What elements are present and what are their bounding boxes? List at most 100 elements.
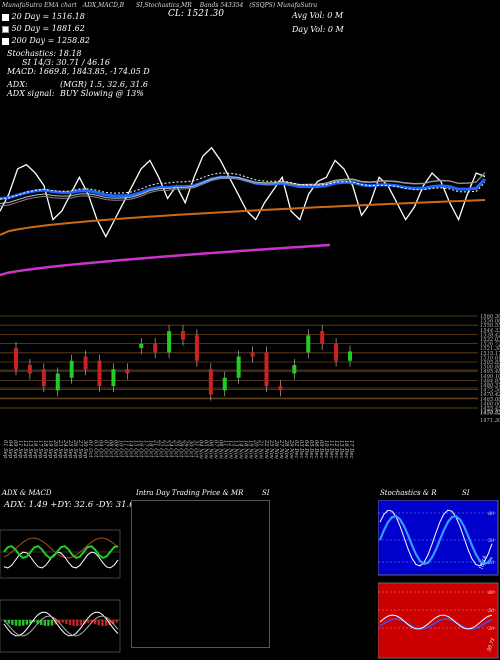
- candle-body: [97, 360, 102, 387]
- adx-label: ADX:: [7, 80, 28, 89]
- price-tick-label: 1560.30: [480, 314, 500, 320]
- info-symbol: (SSQPS) MunafaSutra: [249, 2, 318, 9]
- candle-body: [264, 352, 269, 387]
- ema50-line: [0, 172, 486, 205]
- stoch-panel-title: Stochastics & R: [380, 489, 437, 497]
- candle-body: [55, 373, 60, 391]
- candle-body: [167, 331, 172, 353]
- date-tick-label: 08 Oct: [107, 440, 113, 458]
- date-tick-label: 04 Dec: [303, 440, 309, 458]
- stoch-panel-si: SI: [462, 489, 470, 497]
- candle-body: [69, 360, 74, 378]
- ema20-line: [0, 175, 487, 200]
- si-readout: SI 14/3: 30.71 / 46.16: [22, 58, 110, 67]
- info-ema: EMA chart: [44, 2, 77, 9]
- macd-histogram-bar: [22, 620, 25, 626]
- candle-body: [306, 335, 311, 353]
- price-tick-label: 1510.61: [480, 355, 500, 361]
- candle-body: [278, 386, 283, 391]
- candle-body: [320, 331, 325, 344]
- ema200-swatch: [2, 37, 9, 45]
- price-tick-label: 1521.30: [480, 346, 500, 352]
- ema200-legend: 200 Day = 1258.82: [2, 36, 90, 45]
- date-axis: 01 Sep 04 Sep 09 Sep 11 Sep 12 Sep 13 Sep 16 S…: [2, 439, 354, 459]
- plus-di-line: [3, 545, 119, 560]
- macd-signal-line: [3, 615, 119, 637]
- price-tick-label: 1473.75: [480, 410, 500, 416]
- macd-histogram-bar: [68, 620, 72, 626]
- price-tick-label: 1460.00: [480, 401, 500, 407]
- ema20-swatch: [2, 13, 9, 21]
- date-tick-label: 01 Oct: [87, 440, 93, 458]
- date-tick-label: 08 Nov: [218, 440, 224, 459]
- header-info: MunafaSutra EMA chart ADX,MACD,B SI,Stoc…: [2, 2, 317, 9]
- mr-panel-title: Intra Day Trading Price & MR: [136, 489, 244, 497]
- price-scale: 1560.301556.081550.551544.331538.421532.…: [480, 314, 500, 424]
- date-tick-label: 28 Nov: [283, 439, 289, 459]
- date-tick-label: 25 Oct: [172, 439, 178, 458]
- candle-body: [348, 351, 352, 361]
- stoch-k-line: [379, 509, 493, 567]
- date-tick-label: 19 Nov: [248, 440, 254, 459]
- candle-body: [181, 331, 185, 340]
- date-tick-label: 07 Nov: [213, 440, 219, 459]
- macd-histogram-bar: [86, 620, 90, 623]
- date-tick-label: 13 Sep: [27, 440, 33, 459]
- info-adx: ADX,MACD,B: [82, 2, 125, 9]
- date-tick-label: 29 Nov: [288, 439, 294, 459]
- date-tick-label: 19 Sep: [47, 440, 53, 459]
- date-tick-label: 27 Nov: [278, 439, 284, 459]
- ema50-label: 50 Day = 1881.62: [11, 24, 85, 33]
- mr-panel-si: SI: [262, 489, 270, 497]
- macd-histogram-bar: [40, 620, 43, 626]
- price-tick-label: 1538.42: [480, 332, 500, 338]
- macd-histogram-bar: [72, 620, 75, 626]
- date-tick-label: 05 Dec: [308, 440, 314, 458]
- candle-body: [41, 369, 46, 387]
- candle-body: [153, 343, 158, 353]
- date-tick-label: 27 Sep: [77, 439, 83, 459]
- price-tick-label: 1526.72: [480, 342, 500, 348]
- date-tick-label: 29 Oct: [183, 439, 189, 458]
- date-tick-label: 18 Nov: [243, 440, 249, 459]
- candle-body: [236, 356, 241, 378]
- minus-di-line: [3, 551, 119, 569]
- ema20-legend: 20 Day = 1516.18: [2, 12, 85, 21]
- candle-body: [139, 343, 144, 349]
- date-tick-label: 02 Dec: [293, 440, 299, 458]
- price-tick-label: 1480.37: [480, 383, 500, 389]
- stochastics-readout: Stochastics: 18.18: [7, 49, 82, 58]
- date-tick-label: 04 Sep: [7, 440, 13, 459]
- macd-histogram-bar: [65, 620, 68, 624]
- si-signal-line: [379, 618, 493, 630]
- stoch-end-label: 18.18: [478, 555, 489, 571]
- macd-histogram-bar: [47, 620, 50, 626]
- candle-body: [83, 356, 88, 370]
- date-tick-label: 24 Oct: [167, 439, 173, 458]
- macd-histogram-bar: [101, 620, 104, 626]
- adx-signal-label: ADX signal:: [7, 89, 55, 98]
- price-tick-label: 1495.48: [480, 369, 500, 375]
- stoch-tick-label: 80: [488, 511, 495, 517]
- date-tick-label: 11 Oct: [122, 440, 128, 458]
- date-tick-label: 28 Oct: [178, 439, 184, 458]
- price-tick-label: 1544.33: [480, 328, 500, 334]
- date-tick-label: 09 Sep: [12, 440, 18, 459]
- candle-body: [111, 369, 116, 387]
- date-tick-label: 03 Dec: [298, 440, 304, 458]
- candle-body: [27, 365, 32, 374]
- price-tick-label: 1532.03: [480, 337, 500, 343]
- day-volume: Day Vol: 0 M: [292, 25, 344, 34]
- price-line: [0, 146, 486, 238]
- adx-macd-panel: [0, 529, 121, 653]
- price-tick-label: 1471.30: [480, 418, 500, 424]
- date-tick-label: 12 Nov: [228, 440, 234, 459]
- date-tick-label: 17 Sep: [37, 440, 43, 459]
- date-tick-label: 11 Dec: [328, 440, 334, 458]
- adx-signal-value: BUY Slowing @ 13%: [60, 89, 144, 98]
- stoch-bg: [378, 500, 499, 576]
- date-tick-label: 06 Dec: [313, 440, 319, 458]
- date-tick-label: 31 Oct: [193, 440, 199, 458]
- si-tick-label: 50: [488, 608, 495, 614]
